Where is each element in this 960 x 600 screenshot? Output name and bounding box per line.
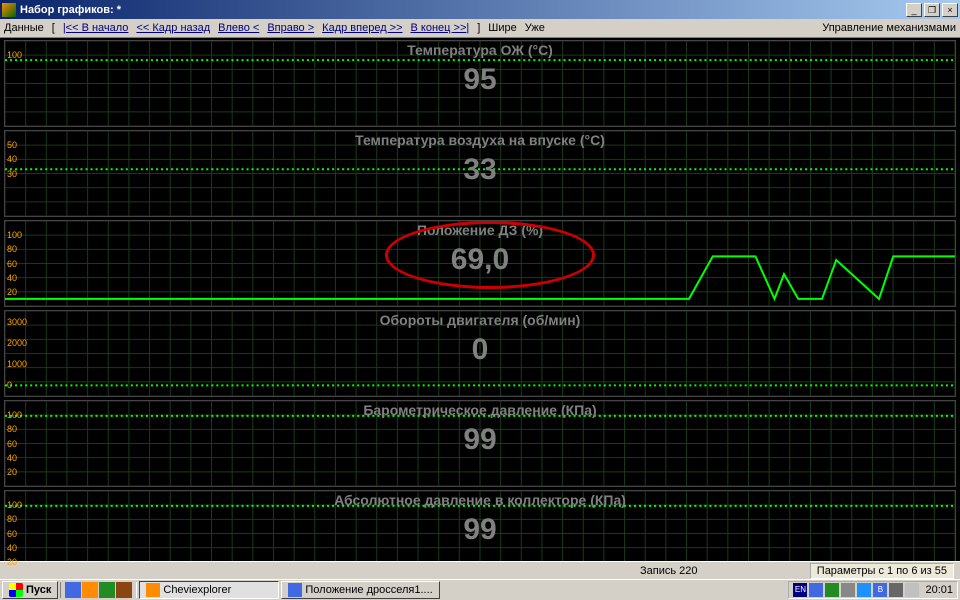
task-icon	[146, 583, 160, 597]
ytick-label: 40	[7, 154, 17, 164]
ytick-label: 2000	[7, 338, 27, 348]
chart-value: 69,0	[5, 243, 955, 277]
taskbar: Пуск Cheviexplorer Положение дросселя1...…	[0, 579, 960, 600]
chart-value: 95	[5, 63, 955, 97]
taskbar-task[interactable]: Cheviexplorer	[139, 581, 279, 599]
ytick-label: 80	[7, 424, 17, 434]
start-label: Пуск	[26, 584, 51, 596]
ql-icon[interactable]	[65, 582, 81, 598]
chart-value: 33	[5, 153, 955, 187]
window-title: Набор графиков: *	[20, 4, 906, 16]
menubar: Данные [ |<< В начало << Кадр назад Влев…	[0, 19, 960, 38]
ytick-label: 20	[7, 287, 17, 297]
ytick-label: 40	[7, 273, 17, 283]
lang-indicator[interactable]: EN	[793, 583, 807, 597]
ytick-label: 100	[7, 410, 22, 420]
ytick-label: 20	[7, 557, 17, 567]
ytick-label: 100	[7, 230, 22, 240]
nav-right[interactable]: Вправо >	[267, 22, 314, 34]
ytick-label: 60	[7, 259, 17, 269]
ytick-label: 80	[7, 514, 17, 524]
ytick-label: 40	[7, 453, 17, 463]
charts-area: Температура ОЖ (°C) 95 100 Температура в…	[0, 38, 960, 579]
nav-first[interactable]: |<< В начало	[63, 22, 129, 34]
nav-last[interactable]: В конец >>|	[411, 22, 470, 34]
nav-frame-fwd[interactable]: Кадр вперед >>	[322, 22, 402, 34]
ytick-label: 3000	[7, 317, 27, 327]
tray-icon[interactable]	[857, 583, 871, 597]
tray-icon[interactable]	[905, 583, 919, 597]
nav-frame-back[interactable]: << Кадр назад	[136, 22, 210, 34]
chart-value: 0	[5, 333, 955, 367]
ytick-label: 0	[7, 380, 12, 390]
start-button[interactable]: Пуск	[2, 581, 58, 599]
chart-panel: Барометрическое давление (КПа) 99 20 40 60…	[4, 400, 956, 487]
window-titlebar: Набор графиков: * _ ❐ ×	[0, 0, 960, 19]
ytick-label: 80	[7, 244, 17, 254]
chart-panel: Положение ДЗ (%) 69,0 20 40 60 80 100	[4, 220, 956, 307]
chart-panel: Температура воздуха на впуске (°C) 33 30…	[4, 130, 956, 217]
ql-icon[interactable]	[99, 582, 115, 598]
tray-icon[interactable]	[889, 583, 903, 597]
chart-panel: Температура ОЖ (°C) 95 100	[4, 40, 956, 127]
system-tray: EN B 20:01	[788, 581, 958, 599]
chart-title: Абсолютное давление в коллекторе (КПа)	[5, 492, 955, 508]
ql-icon[interactable]	[116, 582, 132, 598]
chart-title: Температура ОЖ (°C)	[5, 42, 955, 58]
status-params: Параметры с 1 по 6 из 55	[810, 563, 954, 579]
task-label: Положение дросселя1....	[305, 584, 432, 596]
close-button[interactable]: ×	[942, 3, 958, 17]
ytick-label: 60	[7, 529, 17, 539]
minimize-button[interactable]: _	[906, 3, 922, 17]
chart-title: Обороты двигателя (об/мин)	[5, 312, 955, 328]
chart-title: Барометрическое давление (КПа)	[5, 402, 955, 418]
nav-left[interactable]: Влево <	[218, 22, 259, 34]
menu-data[interactable]: Данные	[4, 22, 44, 34]
task-label: Cheviexplorer	[163, 584, 231, 596]
ytick-label: 40	[7, 543, 17, 553]
maximize-button[interactable]: ❐	[924, 3, 940, 17]
ytick-label: 30	[7, 169, 17, 179]
status-bar: Запись 220 Параметры с 1 по 6 из 55	[0, 561, 960, 579]
tray-icon[interactable]: B	[873, 583, 887, 597]
chart-title: Температура воздуха на впуске (°C)	[5, 132, 955, 148]
ytick-label: 60	[7, 439, 17, 449]
ytick-label: 100	[7, 500, 22, 510]
ql-icon[interactable]	[82, 582, 98, 598]
ytick-label: 1000	[7, 359, 27, 369]
taskbar-task[interactable]: Положение дросселя1....	[281, 581, 439, 599]
tray-icon[interactable]	[825, 583, 839, 597]
chart-panel: Обороты двигателя (об/мин) 0 01000200030…	[4, 310, 956, 397]
windows-flag-icon	[9, 583, 23, 597]
chart-value: 99	[5, 423, 955, 457]
ytick-label: 100	[7, 50, 22, 60]
quick-launch	[60, 582, 137, 598]
menu-mechanisms[interactable]: Управление механизмами	[822, 22, 956, 34]
chart-value: 99	[5, 513, 955, 547]
app-icon	[2, 3, 16, 17]
status-record: Запись 220	[640, 565, 698, 577]
task-icon	[288, 583, 302, 597]
zoom-wider[interactable]: Шире	[488, 22, 516, 34]
tray-clock[interactable]: 20:01	[925, 584, 953, 596]
tray-icon[interactable]	[809, 583, 823, 597]
ytick-label: 50	[7, 140, 17, 150]
chart-title: Положение ДЗ (%)	[5, 222, 955, 238]
ytick-label: 20	[7, 467, 17, 477]
zoom-narrower[interactable]: Уже	[525, 22, 545, 34]
tray-icon[interactable]	[841, 583, 855, 597]
